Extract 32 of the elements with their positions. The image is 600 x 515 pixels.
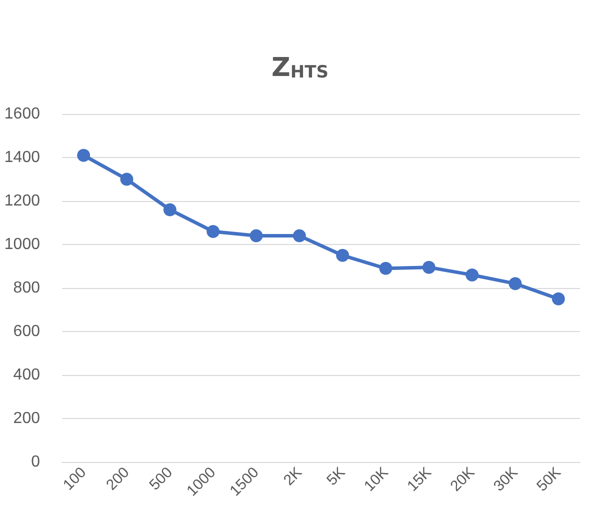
point <box>336 248 350 262</box>
point <box>292 229 306 242</box>
y-tick-label: 1200 <box>4 192 40 210</box>
point <box>379 262 392 275</box>
point <box>120 172 134 186</box>
y-tick-label: 1600 <box>4 106 40 122</box>
y-tick-label: 1400 <box>4 149 40 166</box>
y-tick-label: 1000 <box>4 236 40 253</box>
x-tick-label: 5K <box>324 464 349 489</box>
point <box>422 260 436 274</box>
x-tick-label: 500 <box>146 464 176 494</box>
point <box>466 268 479 282</box>
chart-title: ZHTS <box>272 53 328 83</box>
y-tick-label: 600 <box>13 323 40 340</box>
y-tick-label: 800 <box>13 280 40 296</box>
point <box>77 148 90 162</box>
x-tick-label: 20K <box>447 464 478 495</box>
x-tick-label: 50K <box>534 464 564 495</box>
x-tick-label: 2K <box>280 464 306 489</box>
point <box>206 224 220 238</box>
y-tick-label: 0 <box>31 454 40 470</box>
y-tick-label: 400 <box>13 366 40 384</box>
x-tick-label: 30K <box>490 464 522 495</box>
x-tick-label: 15K <box>404 464 435 495</box>
point <box>552 292 565 306</box>
point <box>508 277 522 290</box>
y-tick-label: 200 <box>13 410 40 427</box>
x-tick-label: 200 <box>103 464 133 494</box>
x-tick-label: 100 <box>60 464 90 494</box>
x-tick-label: 10K <box>360 464 392 495</box>
point <box>250 229 263 242</box>
point <box>163 203 176 216</box>
